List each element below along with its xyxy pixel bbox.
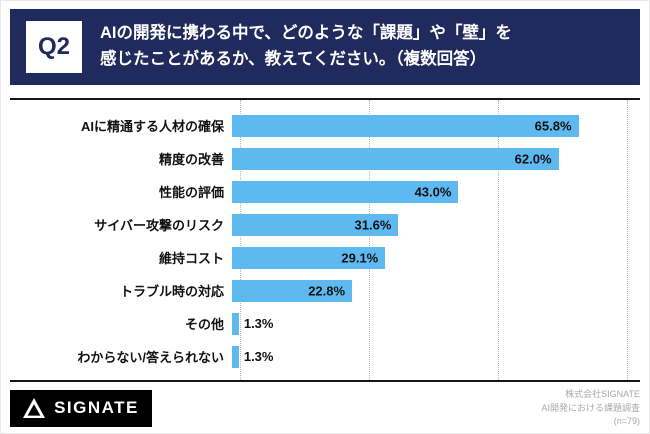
chart-gridlines (240, 100, 628, 380)
signate-logo: SIGNATE (10, 389, 152, 427)
chart-rows: AIに精通する人材の確保 65.8% 精度の改善 62.0% 性能の評価 43.0% サイバ… (10, 109, 640, 373)
chart-row: 精度の改善 62.0% (10, 142, 640, 175)
bar: 31.6% (232, 213, 399, 236)
bar: 43.0% (232, 180, 459, 203)
plot-area: 65.8% (232, 114, 627, 137)
category-label: サイバー攻撃のリスク (94, 218, 224, 233)
category-label: 性能の評価 (158, 185, 224, 200)
question-number-badge: Q2 (26, 21, 82, 73)
chart-row: AIに精通する人材の確保 65.8% (10, 109, 640, 142)
plot-area: 1.3% (232, 312, 627, 335)
value-label: 43.0% (414, 184, 452, 199)
value-label: 1.3% (243, 316, 274, 331)
category-label: トラブル時の対応 (119, 284, 224, 299)
chart-row: サイバー攻撃のリスク 31.6% (10, 208, 640, 241)
gridline (497, 100, 499, 380)
chart-row: トラブル時の対応 22.8% (10, 274, 640, 307)
category-label: 精度の改善 (158, 152, 224, 167)
bar (232, 312, 239, 335)
category-label: わからない/答えられない (77, 350, 224, 365)
plot-area: 31.6% (232, 213, 627, 236)
plot-area: 62.0% (232, 147, 627, 170)
value-label: 22.8% (308, 283, 346, 298)
bar: 29.1% (232, 246, 386, 269)
question-header: Q2 AIの開発に携わる中で、どのような「課題」や「壁」を 感じたことがあるか、… (10, 9, 640, 85)
source-line-1: 株式会社SIGNATE (565, 389, 640, 399)
value-label: 29.1% (341, 250, 379, 265)
value-label: 65.8% (534, 118, 572, 133)
chart-row: わからない/答えられない 1.3% (10, 340, 640, 373)
bar (232, 345, 239, 368)
gridline (627, 100, 628, 380)
source-note: 株式会社SIGNATE AI開発における課題調査 (n=79) (541, 388, 640, 429)
category-label: その他 (184, 317, 224, 332)
signate-logo-text: SIGNATE (54, 398, 139, 418)
source-line-2: AI開発における課題調査 (541, 402, 640, 413)
category-label: 維持コスト (158, 251, 224, 266)
gridline (368, 100, 370, 380)
value-label: 31.6% (354, 217, 392, 232)
question-text: AIの開発に携わる中で、どのような「課題」や「壁」を 感じたことがあるか、教えて… (100, 21, 512, 72)
footer: SIGNATE 株式会社SIGNATE AI開発における課題調査 (n=79) (10, 382, 640, 429)
bar: 22.8% (232, 279, 353, 302)
plot-area: 22.8% (232, 279, 627, 302)
chart-row: その他 1.3% (10, 307, 640, 340)
bar: 62.0% (232, 147, 559, 170)
bar: 65.8% (232, 114, 579, 137)
plot-area: 29.1% (232, 246, 627, 269)
value-label: 1.3% (243, 349, 274, 364)
value-label: 62.0% (514, 151, 552, 166)
category-label: AIに精通する人材の確保 (80, 119, 224, 134)
plot-area: 1.3% (232, 345, 627, 368)
gridline (240, 100, 241, 380)
signate-triangle-icon (23, 398, 46, 419)
bar-chart: AIに精通する人材の確保 65.8% 精度の改善 62.0% 性能の評価 43.0% サイバ… (10, 98, 640, 382)
chart-row: 性能の評価 43.0% (10, 175, 640, 208)
plot-area: 43.0% (232, 180, 627, 203)
question-line-1: AIの開発に携わる中で、どのような「課題」や「壁」を (100, 24, 512, 43)
chart-row: 維持コスト 29.1% (10, 241, 640, 274)
question-line-2: 感じたことがあるか、教えてください。（複数回答） (100, 50, 487, 68)
source-line-3: (n=79) (613, 416, 640, 426)
